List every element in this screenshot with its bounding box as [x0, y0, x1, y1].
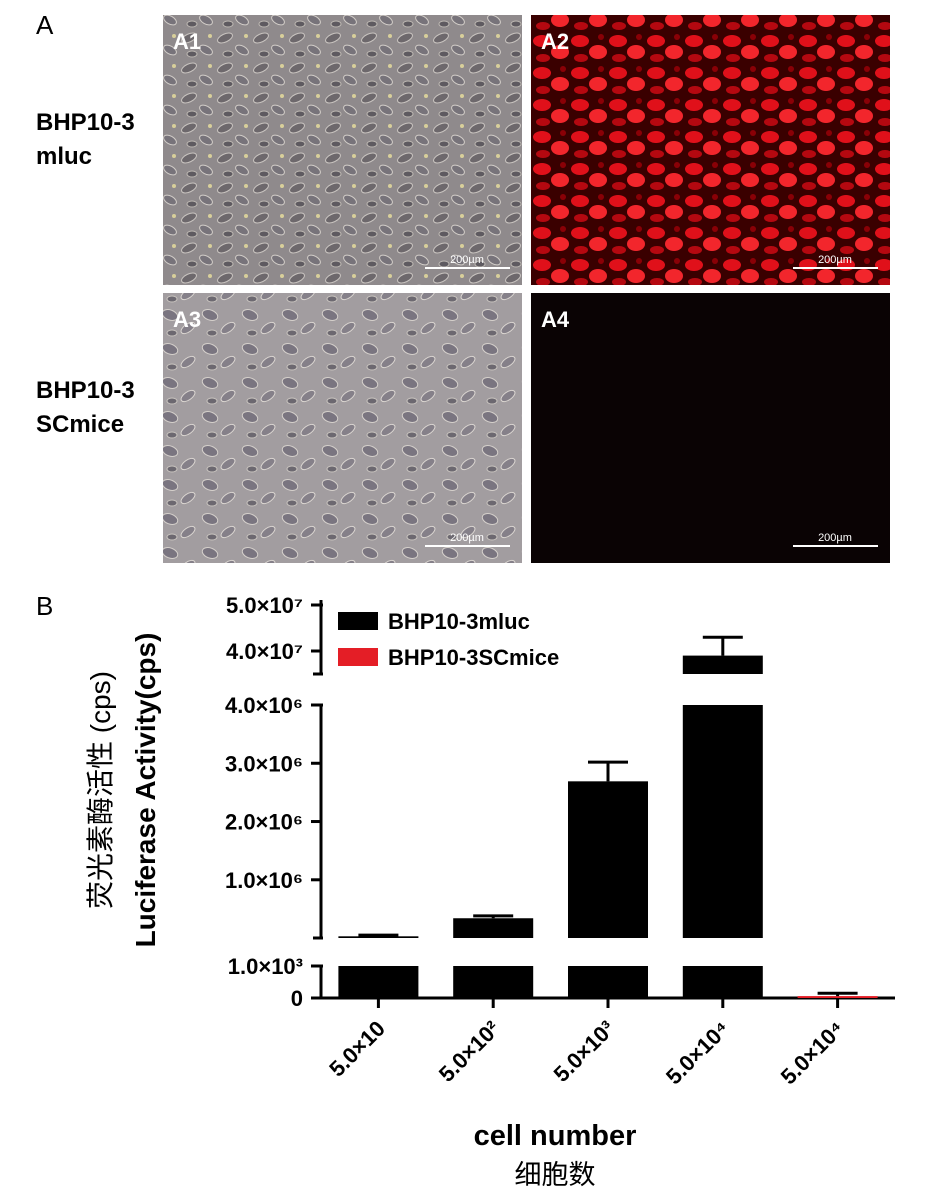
- image-label: A1: [173, 29, 201, 54]
- bar-piece: [338, 933, 419, 938]
- x-tick-label: 5.0×10: [324, 1016, 390, 1082]
- x-tick-label: 5.0×10³: [549, 1016, 620, 1087]
- x-tick-label: 5.0×10²: [434, 1016, 505, 1087]
- y-tick-label: 5.0×10⁷: [226, 593, 303, 618]
- bar-piece: [797, 991, 878, 998]
- row-label: BHP10-3: [36, 109, 135, 136]
- x-tick-label: 5.0×10⁴: [661, 1016, 734, 1089]
- scale-bar-label: 200µm: [818, 532, 852, 544]
- scale-bar-label: 200µm: [450, 532, 484, 544]
- legend-swatch: [338, 648, 378, 666]
- bar: [338, 936, 419, 938]
- y-tick-label: 4.0×10⁶: [225, 693, 303, 718]
- bar: [682, 655, 763, 674]
- bar: [682, 966, 763, 998]
- x-axis-label: cell number: [474, 1120, 637, 1152]
- y-axis-label: 荧光素酶活性 (cps): [85, 671, 116, 909]
- panel-label: A: [36, 10, 54, 40]
- bar: [568, 781, 648, 938]
- bar: [338, 966, 419, 998]
- error-bar: [473, 914, 514, 919]
- x-tick-label: 5.0×10⁴: [776, 1016, 849, 1089]
- legend-swatch: [338, 612, 378, 630]
- bar-piece: [682, 705, 763, 938]
- image-label: A2: [541, 29, 569, 54]
- x-axis-label: 细胞数: [515, 1160, 596, 1190]
- y-tick-label: 4.0×10⁷: [226, 639, 303, 664]
- scale-bar-label: 200µm: [450, 254, 484, 266]
- bar: [682, 705, 763, 938]
- row-label: BHP10-3: [36, 377, 135, 404]
- bar: [453, 966, 534, 998]
- bar: [568, 966, 648, 998]
- error-bar: [817, 991, 858, 997]
- bar-piece: [682, 635, 763, 674]
- scale-bar-label: 200µm: [818, 254, 852, 266]
- bar-piece: [682, 966, 763, 998]
- bar-piece: [568, 966, 648, 998]
- image-label: A3: [173, 307, 201, 332]
- micrograph: [531, 293, 890, 563]
- image-grid: BHP10-3 mluc BHP10-3 SCmice A1 200µm A2 200µm A3…: [36, 15, 890, 563]
- legend-label: BHP10-3mluc: [388, 609, 530, 634]
- panel-label: B: [36, 591, 53, 621]
- y-tick-label: 0: [291, 986, 303, 1011]
- micrograph: [163, 293, 522, 563]
- bar-piece: [338, 966, 419, 998]
- y-axis-label: Luciferase Activity(cps): [130, 633, 161, 948]
- micrograph: [531, 15, 890, 285]
- bar: [797, 996, 878, 998]
- y-tick-label: 1.0×10³: [228, 954, 303, 979]
- y-tick-label: 1.0×10⁶: [225, 868, 303, 893]
- error-bar: [702, 635, 743, 656]
- bar-piece: [453, 966, 534, 998]
- bar: [453, 918, 534, 938]
- error-bar: [588, 760, 628, 782]
- row-label: mluc: [36, 143, 92, 170]
- legend-label: BHP10-3SCmice: [388, 645, 559, 670]
- image-label: A4: [541, 307, 570, 332]
- bar-piece: [453, 914, 534, 938]
- row-label: SCmice: [36, 411, 124, 438]
- bar-piece: [568, 760, 648, 938]
- micrograph: [163, 15, 522, 285]
- y-tick-label: 3.0×10⁶: [225, 751, 303, 776]
- error-bar: [358, 933, 399, 937]
- y-tick-label: 2.0×10⁶: [225, 810, 303, 835]
